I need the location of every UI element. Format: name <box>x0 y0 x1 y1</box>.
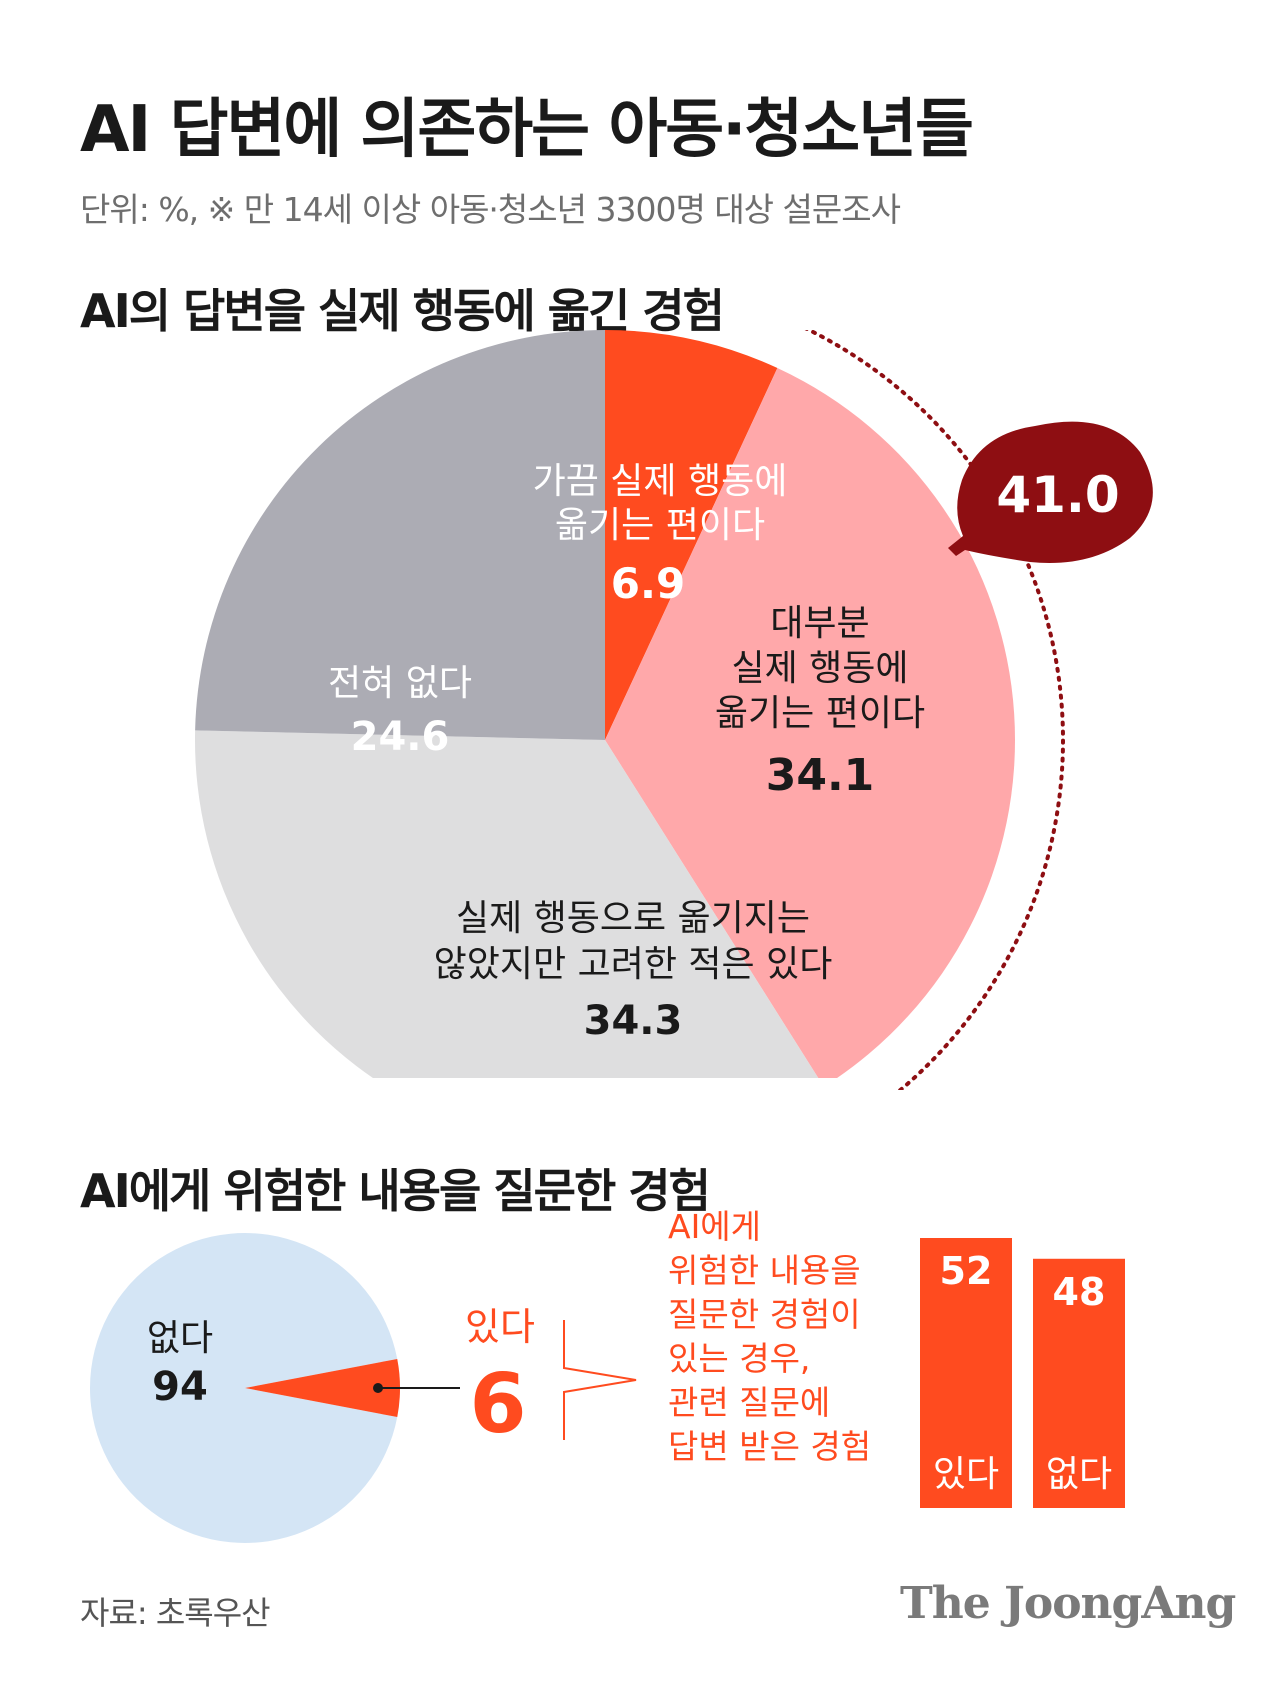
slice-never <box>195 330 606 740</box>
label-never-line1: 전혀 없다 <box>328 663 472 704</box>
label-occasionally: 가끔 실제 행동에 옮기는 편이다 6.9 <box>533 461 788 608</box>
value-no: 94 <box>152 1364 208 1410</box>
value-yes: 6 <box>469 1357 526 1452</box>
label-mostly-line2: 실제 행동에 <box>731 648 908 689</box>
page-title: AI 답변에 의존하는 아동·청소년들 <box>80 93 974 167</box>
label-occasionally-line1: 가끔 실제 행동에 <box>533 461 788 502</box>
slice-yes <box>245 1358 401 1418</box>
label-mostly-line3: 옮기는 편이다 <box>715 693 925 734</box>
value-mostly: 34.1 <box>766 750 875 801</box>
note-line1: AI에게 <box>668 1207 761 1246</box>
slice-no <box>90 1233 398 1543</box>
label-considered: 실제 행동으로 옮기지는 않았지만 고려한 적은 있다 34.3 <box>434 898 833 1044</box>
label-never: 전혀 없다 24.6 <box>328 663 472 760</box>
bar-note: AI에게 위험한 내용을 질문한 경험이 있는 경우, 관련 질문에 답변 받은… <box>668 1207 871 1466</box>
bar-value-no: 48 <box>1053 1270 1106 1314</box>
bar-label-yes: 있다 <box>933 1454 999 1495</box>
bar-yes <box>920 1238 1012 1508</box>
label-considered-line2: 않았지만 고려한 적은 있다 <box>434 944 833 985</box>
publisher-logo: The JoongAng <box>900 1578 1236 1629</box>
bracket <box>563 1320 637 1440</box>
bar-no <box>1033 1258 1125 1508</box>
label-occasionally-line2: 옮기는 편이다 <box>555 505 765 546</box>
bar-label-no: 없다 <box>1046 1454 1112 1495</box>
page-subtitle: 단위: %, ※ 만 14세 이상 아동·청소년 3300명 대상 설문조사 <box>80 190 901 229</box>
label-yes: 있다 <box>465 1305 535 1349</box>
value-occasionally: 6.9 <box>611 559 685 608</box>
note-line2: 위험한 내용을 <box>668 1251 861 1290</box>
bar-value-yes: 52 <box>940 1249 993 1293</box>
annotation-bubble <box>948 421 1153 563</box>
chart-danger-question: 없다 94 있다 6 AI에게 위험한 내용을 질문한 경험이 있는 경우, 관… <box>90 1207 1125 1543</box>
section2-title: AI에게 위험한 내용을 질문한 경험 <box>80 1164 711 1218</box>
label-no: 없다 <box>147 1318 213 1359</box>
note-line4: 있는 경우, <box>668 1339 810 1378</box>
label-mostly-line1: 대부분 <box>770 603 869 644</box>
label-mostly: 대부분 실제 행동에 옮기는 편이다 34.1 <box>715 603 925 801</box>
section1-title: AI의 답변을 실제 행동에 옮긴 경험 <box>80 284 725 338</box>
note-line5: 관련 질문에 <box>668 1383 830 1422</box>
note-line3: 질문한 경험이 <box>668 1295 861 1334</box>
note-line6: 답변 받은 경험 <box>668 1427 871 1466</box>
label-considered-line1: 실제 행동으로 옮기지는 <box>456 898 810 939</box>
value-considered: 34.3 <box>584 998 683 1044</box>
annotation-value: 41.0 <box>996 466 1119 524</box>
chart-action-pie: 41.0 가끔 실제 행동에 옮기는 편이다 6.9 대부분 실제 행동에 옮기… <box>195 330 1153 1090</box>
value-never: 24.6 <box>351 714 450 760</box>
source-text: 자료: 초록우산 <box>80 1594 271 1632</box>
